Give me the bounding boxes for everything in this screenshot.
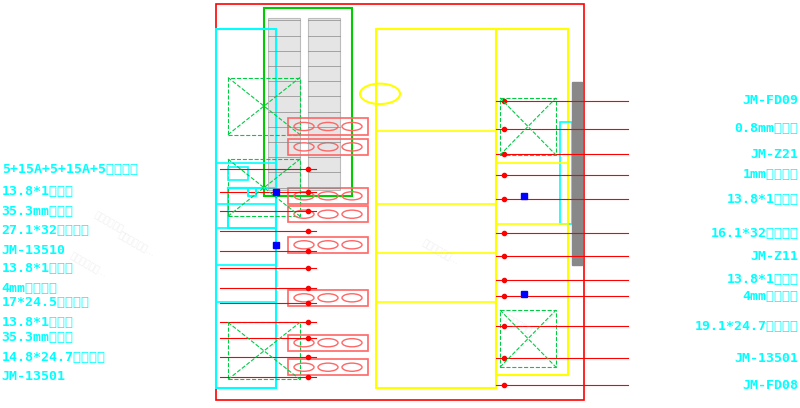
Text: 35.3mm隔热条: 35.3mm隔热条	[2, 331, 74, 344]
Bar	[288, 335, 368, 351]
Bar	[288, 188, 368, 204]
Text: 27.1*32注胶角码: 27.1*32注胶角码	[2, 224, 90, 237]
Bar	[228, 159, 300, 216]
Text: JM-FD09: JM-FD09	[742, 94, 798, 107]
Text: 13.8*1组角片: 13.8*1组角片	[726, 273, 798, 286]
Text: 点击查看更多...: 点击查看更多...	[68, 251, 108, 279]
Text: JM-13501: JM-13501	[2, 370, 66, 384]
Bar	[288, 206, 368, 222]
Text: JM-13501: JM-13501	[734, 352, 798, 365]
Text: 13.8*1组角片: 13.8*1组角片	[726, 193, 798, 206]
Bar	[376, 29, 496, 388]
Bar	[500, 98, 556, 155]
Bar	[496, 29, 568, 375]
Text: 点击查看更多...: 点击查看更多...	[92, 210, 132, 239]
Text: JM-FD08: JM-FD08	[742, 379, 798, 392]
Text: 16.1*32注胶角码: 16.1*32注胶角码	[710, 227, 798, 240]
Text: JM-Z11: JM-Z11	[750, 250, 798, 263]
Text: 35.3mm隔热条: 35.3mm隔热条	[2, 205, 74, 218]
Text: 点击查看更多...: 点击查看更多...	[420, 239, 460, 267]
Text: 1mm纱扇胶条: 1mm纱扇胶条	[742, 168, 798, 181]
Bar	[216, 29, 276, 388]
Bar	[572, 82, 582, 265]
Bar	[228, 188, 276, 228]
Text: 17*24.5注胶角码: 17*24.5注胶角码	[2, 296, 90, 309]
Text: 点击查看更多...: 点击查看更多...	[116, 231, 156, 259]
Text: 4mm密封胶条: 4mm密封胶条	[742, 290, 798, 303]
Bar	[500, 310, 556, 367]
Bar	[228, 322, 300, 379]
Bar	[228, 78, 300, 135]
Text: JM-13510: JM-13510	[2, 244, 66, 257]
Text: 5+15A+5+15A+5中空玻璃: 5+15A+5+15A+5中空玻璃	[2, 163, 138, 176]
Bar	[560, 122, 572, 224]
Bar	[288, 237, 368, 253]
Text: 0.8mm精钢网: 0.8mm精钢网	[734, 122, 798, 135]
Bar	[288, 290, 368, 306]
Bar	[228, 167, 248, 180]
Text: 19.1*24.7注胶角码: 19.1*24.7注胶角码	[694, 320, 798, 333]
Text: 13.8*1组角片: 13.8*1组角片	[2, 262, 74, 275]
Bar	[308, 18, 340, 190]
Bar	[288, 359, 368, 375]
Text: 点击查看更多...: 点击查看更多...	[500, 312, 540, 341]
Text: 4mm密封胶条: 4mm密封胶条	[2, 282, 58, 295]
Text: 14.8*24.7注胶角码: 14.8*24.7注胶角码	[2, 351, 106, 364]
Text: 13.8*1组角片: 13.8*1组角片	[2, 185, 74, 198]
Bar	[216, 4, 584, 400]
Bar	[268, 18, 300, 190]
Text: JM-Z21: JM-Z21	[750, 148, 798, 161]
Bar	[288, 118, 368, 135]
Bar	[264, 8, 352, 196]
Text: 13.8*1组角片: 13.8*1组角片	[2, 316, 74, 329]
Bar	[288, 139, 368, 155]
